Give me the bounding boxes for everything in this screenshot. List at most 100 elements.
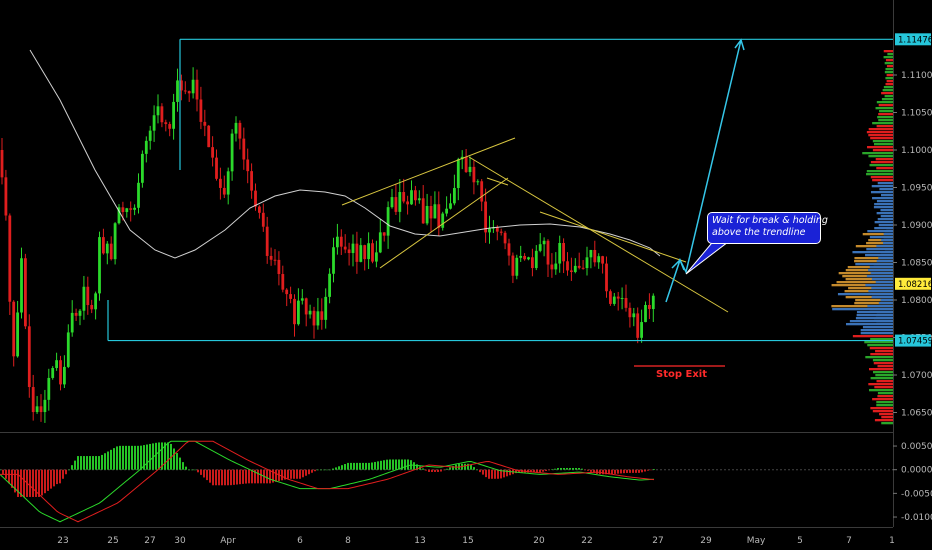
time-tick-label: 30 xyxy=(174,536,186,546)
volume-profile-bar xyxy=(864,341,893,344)
macd-histogram-bar xyxy=(641,469,643,473)
drawing-overlays xyxy=(29,38,893,367)
candle-body xyxy=(421,198,425,224)
candle-body xyxy=(82,286,86,311)
candle-body xyxy=(515,257,519,276)
candle-body xyxy=(339,236,343,247)
macd-histogram-bar xyxy=(554,468,556,470)
macd-histogram-bar xyxy=(254,469,256,484)
macd-histogram-bar xyxy=(533,469,535,473)
volume-profile-bar xyxy=(870,137,893,140)
candle-body xyxy=(382,232,386,236)
time-tick-label: May xyxy=(747,536,766,546)
macd-histogram-bar xyxy=(314,469,316,472)
candle-body xyxy=(464,156,468,173)
macd-histogram-bar xyxy=(302,469,304,478)
macd-histogram-bar xyxy=(443,469,445,471)
price-tag xyxy=(895,334,931,347)
volume-profile-bar xyxy=(872,149,893,152)
macd-histogram-bar xyxy=(416,464,418,470)
volume-profile-bar xyxy=(875,350,893,353)
macd-histogram-bar xyxy=(56,469,58,485)
macd-histogram-bar xyxy=(479,469,481,473)
volume-profile-bar xyxy=(873,362,893,365)
volume-profile-bar xyxy=(876,320,893,323)
price-tick-label: 1.08500 xyxy=(901,259,932,269)
volume-profile-bar xyxy=(854,260,893,263)
macd-histogram-bar xyxy=(617,469,619,474)
macd-histogram-bar xyxy=(647,469,649,471)
macd-histogram-bar xyxy=(59,469,61,484)
macd-histogram-bar xyxy=(194,469,196,471)
macd-histogram-bar xyxy=(464,463,466,470)
candle-body xyxy=(152,115,156,131)
macd-histogram-bar xyxy=(602,469,604,475)
macd-histogram-bar xyxy=(95,456,97,470)
candle-body xyxy=(242,138,246,160)
macd-histogram-bar xyxy=(590,469,592,472)
volume-profile-bar xyxy=(874,221,893,224)
candle-body xyxy=(378,232,382,253)
candle-body xyxy=(589,250,593,258)
macd-histogram-bar xyxy=(179,457,181,470)
candle-body xyxy=(219,178,222,188)
volume-profile-bar xyxy=(845,296,893,299)
candle-body xyxy=(273,259,277,261)
candle-body xyxy=(538,244,542,251)
macd-histogram-bar xyxy=(530,469,532,473)
candle-body xyxy=(90,305,94,310)
candle-body xyxy=(597,256,601,263)
candle-body xyxy=(488,228,491,233)
price-tick-label: 1.07000 xyxy=(901,371,932,381)
macd-histogram-bar xyxy=(308,469,310,475)
time-tick-label: 29 xyxy=(700,536,712,546)
macd-histogram-bar xyxy=(428,469,430,472)
volume-profile-bar xyxy=(832,308,893,311)
macd-histogram-bar xyxy=(35,469,37,497)
macd-histogram-bar xyxy=(104,453,106,470)
volume-profile-bar xyxy=(872,197,893,200)
macd-histogram-bar xyxy=(386,459,388,470)
candle-body xyxy=(254,190,257,207)
macd-histogram-bar xyxy=(548,469,550,471)
candle-body xyxy=(183,90,187,92)
candle-body xyxy=(398,192,402,212)
candle-body xyxy=(386,207,390,236)
candle-body xyxy=(480,181,484,202)
candle-body xyxy=(222,187,226,195)
volume-profile-bar xyxy=(880,215,893,218)
candle-body xyxy=(375,252,378,262)
time-tick-label: 15 xyxy=(462,536,473,546)
macd-histogram-bar xyxy=(581,468,583,470)
candle-body xyxy=(593,250,597,263)
candle-body xyxy=(456,159,460,189)
volume-profile-bar xyxy=(883,56,893,59)
volume-profile-bar xyxy=(884,95,893,98)
macd-histogram-bar xyxy=(383,460,385,470)
candle-body xyxy=(343,246,347,250)
volume-profile-bar xyxy=(866,242,893,245)
macd-histogram-bar xyxy=(620,469,622,474)
volume-profile-bar xyxy=(870,377,893,380)
candle-body xyxy=(55,360,58,369)
macd-histogram-bar xyxy=(575,467,577,470)
candle-body xyxy=(531,257,534,269)
volume-profile-bar xyxy=(880,209,893,212)
candle-body xyxy=(168,124,172,129)
time-tick-label: 25 xyxy=(107,536,118,546)
volume-profile-bar xyxy=(877,365,893,368)
macd-histogram-bar xyxy=(122,445,124,470)
volume-profile-bar xyxy=(848,287,893,290)
volume-profile-bar xyxy=(874,419,893,422)
volume-profile-bar xyxy=(838,272,893,275)
macd-histogram-bar xyxy=(527,469,529,473)
macd-histogram-bar xyxy=(125,445,127,470)
candle-body xyxy=(390,197,394,208)
macd-histogram-bar xyxy=(371,462,373,470)
candle-body xyxy=(336,236,339,248)
macd-histogram-bar xyxy=(209,469,211,483)
volume-profile-bar xyxy=(852,251,893,254)
candle-body xyxy=(585,257,589,269)
